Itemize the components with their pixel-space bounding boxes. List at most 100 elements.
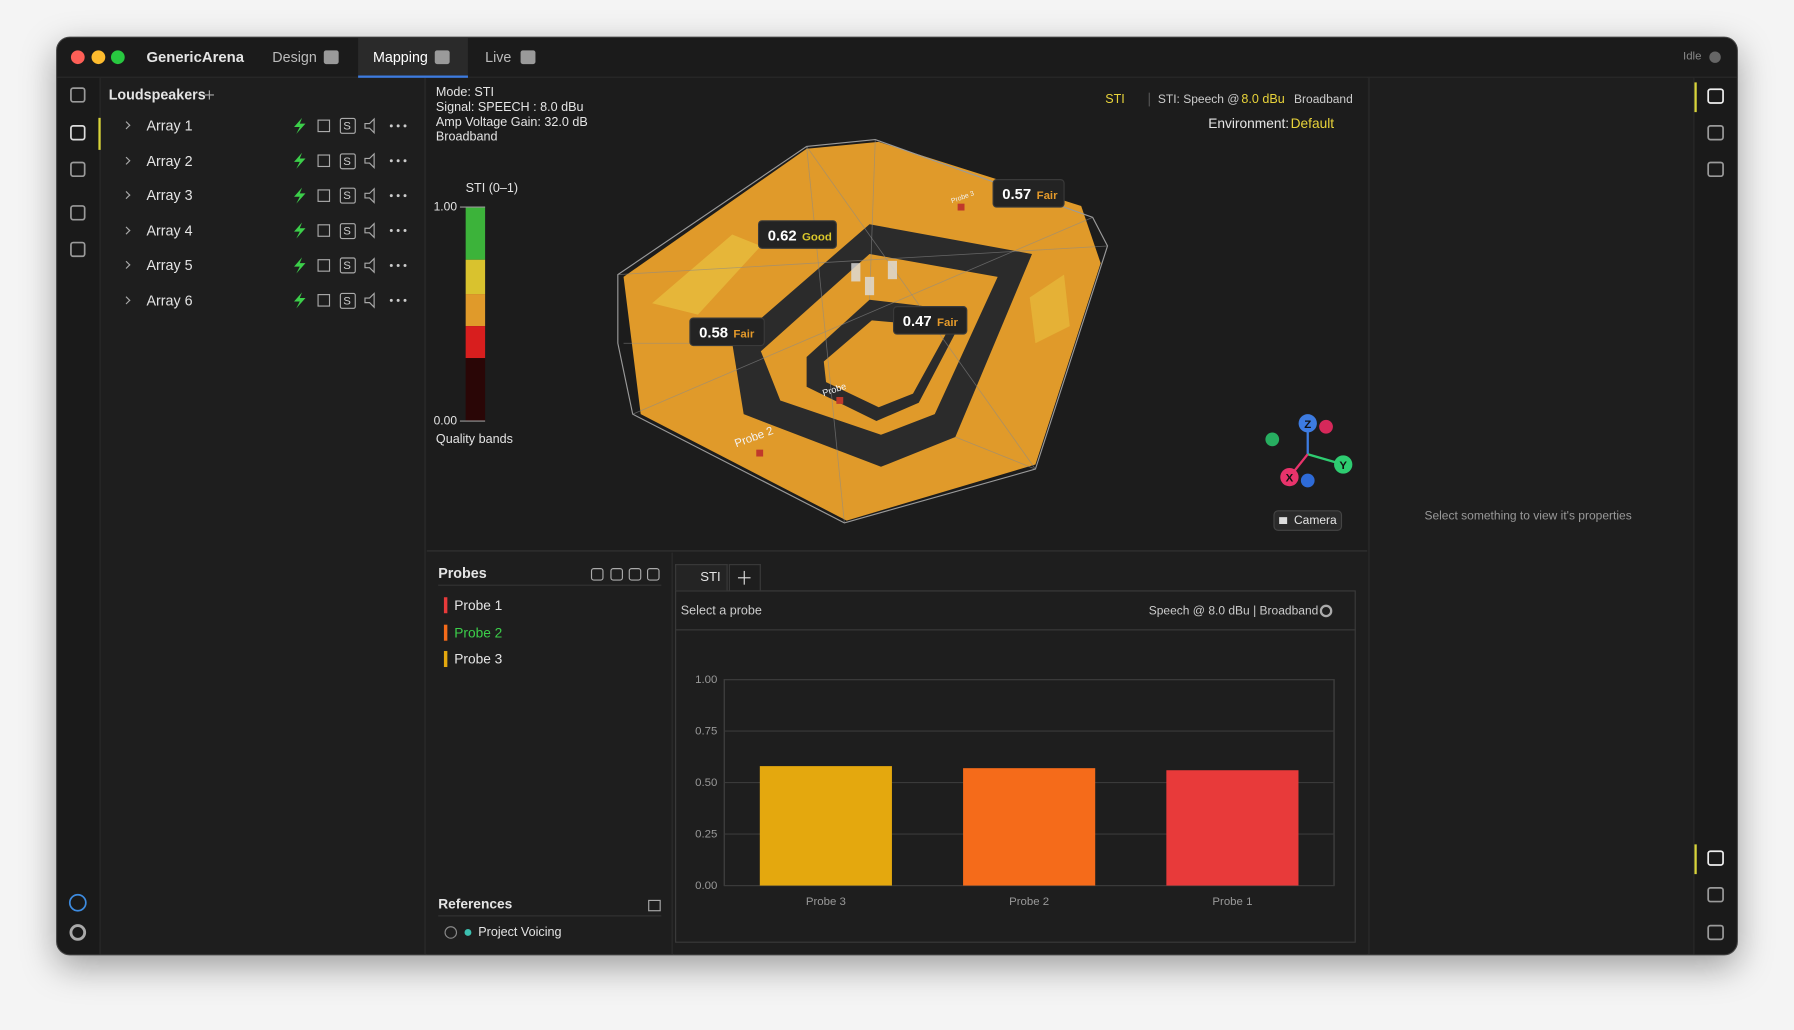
metric-summary: STI: Speech @ (1157, 92, 1240, 107)
probe-color (443, 624, 448, 641)
callout-rating: Fair (937, 317, 959, 329)
viewport-info: Signal: SPEECH : 8.0 dBu (435, 100, 584, 115)
gizmo-handle (1265, 432, 1280, 447)
camera-button[interactable] (1273, 510, 1343, 531)
wireframe-edge (955, 436, 1036, 470)
more-dot (396, 263, 400, 267)
callout-box (892, 306, 968, 335)
tab-icon (434, 50, 450, 65)
window-control[interactable] (110, 50, 125, 65)
speaker-array (864, 276, 875, 296)
analysis-tab[interactable] (675, 564, 728, 591)
array-name[interactable]: Array 3 (146, 187, 193, 204)
solo-label[interactable]: S (343, 189, 351, 203)
y-tick-label: 0.50 (695, 777, 717, 789)
solo-box[interactable] (339, 117, 356, 134)
mixer-icon (317, 224, 331, 237)
solo-box[interactable] (339, 222, 356, 239)
more-dot (403, 194, 407, 198)
metric-level: 8.0 dBu (1241, 92, 1285, 107)
more-dot (403, 229, 407, 233)
wireframe-edge (617, 245, 1108, 275)
app-tab[interactable]: Mapping (372, 49, 428, 66)
solo-box[interactable] (339, 292, 356, 309)
mute-icon (364, 152, 375, 169)
solo-label[interactable]: S (343, 155, 351, 168)
more-dot (396, 229, 400, 233)
rail-icon (70, 205, 86, 221)
app-title: GenericArena (146, 48, 245, 66)
more-dot (396, 124, 400, 128)
environment-label: Environment: (1208, 115, 1290, 132)
reference-icon (444, 926, 458, 939)
array-name[interactable]: Array 4 (146, 222, 193, 239)
array-name[interactable]: Array 2 (146, 152, 193, 169)
mute-icon (364, 187, 375, 204)
venue-stage-floor (823, 320, 950, 408)
window-control[interactable] (91, 50, 106, 65)
rail-icon (70, 161, 86, 178)
gizmo-axis-head (1280, 467, 1299, 487)
loudspeaker-panel (100, 77, 426, 955)
array-name[interactable]: Array 1 (146, 117, 193, 134)
solo-label[interactable]: S (343, 259, 351, 273)
solo-box[interactable] (339, 152, 356, 169)
probe-marker (957, 203, 965, 211)
gizmo-axis-head (1298, 414, 1317, 433)
callout-value: 0.47 (903, 314, 932, 330)
array-name[interactable]: Array 6 (146, 292, 193, 309)
panel-title: Probes (438, 565, 487, 582)
probe-tool-icon (610, 568, 623, 581)
bar (1166, 770, 1299, 886)
mixer-icon (317, 294, 331, 307)
status: Idle (1683, 50, 1702, 63)
quality-band (465, 207, 486, 260)
analysis-settings: Speech @ 8.0 dBu | Broadband (1148, 604, 1319, 618)
callout-box (992, 179, 1065, 208)
metric-selector[interactable]: STI (1105, 92, 1125, 107)
x-tick-label: Probe 3 (806, 896, 846, 908)
bar (759, 766, 892, 886)
probe-name[interactable]: Probe 3 (454, 651, 503, 668)
environment-value[interactable]: Default (1290, 115, 1335, 132)
solo-label[interactable]: S (343, 294, 351, 308)
probe-tool-icon (590, 568, 604, 581)
add-tab[interactable] (728, 564, 761, 591)
y-tick-label: 0.75 (695, 726, 717, 738)
reference-name[interactable]: Project Voicing (478, 925, 562, 940)
probe-name[interactable]: Probe 1 (454, 597, 503, 614)
mixer-icon (317, 119, 331, 133)
probe-name[interactable]: Probe 2 (454, 624, 503, 641)
wireframe-edge (632, 217, 1093, 415)
solo-box[interactable] (339, 257, 356, 274)
y-tick-label: 1.00 (695, 674, 717, 686)
power-icon (294, 257, 306, 274)
app-tab[interactable]: Live (485, 49, 512, 66)
solo-label[interactable]: S (343, 120, 351, 133)
rail-icon (1707, 124, 1724, 141)
app-tab[interactable]: Design (272, 49, 317, 66)
more-dot (403, 159, 407, 163)
legend-title: STI (0–1) (465, 181, 519, 196)
wireframe-edge (806, 146, 845, 523)
more-dot (403, 263, 407, 267)
array-name[interactable]: Array 5 (146, 257, 193, 274)
probe-marker (756, 449, 764, 457)
analysis-tab-label[interactable]: STI (700, 570, 721, 585)
probes-panel (426, 552, 673, 955)
solo-box[interactable] (339, 187, 356, 204)
camera-label[interactable]: Camera (1294, 513, 1337, 528)
rail-icon (1707, 886, 1724, 903)
window-control[interactable] (70, 50, 85, 65)
viewport-info: Mode: STI (435, 85, 494, 100)
chart-frame (675, 590, 1356, 943)
legend-min: 0.00 (433, 414, 458, 428)
bar (963, 768, 1096, 886)
probe-marker (836, 397, 844, 404)
solo-label[interactable]: S (343, 224, 351, 238)
mute-icon (364, 117, 375, 135)
more-dot (396, 159, 400, 163)
settings-icon (69, 924, 87, 941)
rail-icon (70, 241, 86, 258)
